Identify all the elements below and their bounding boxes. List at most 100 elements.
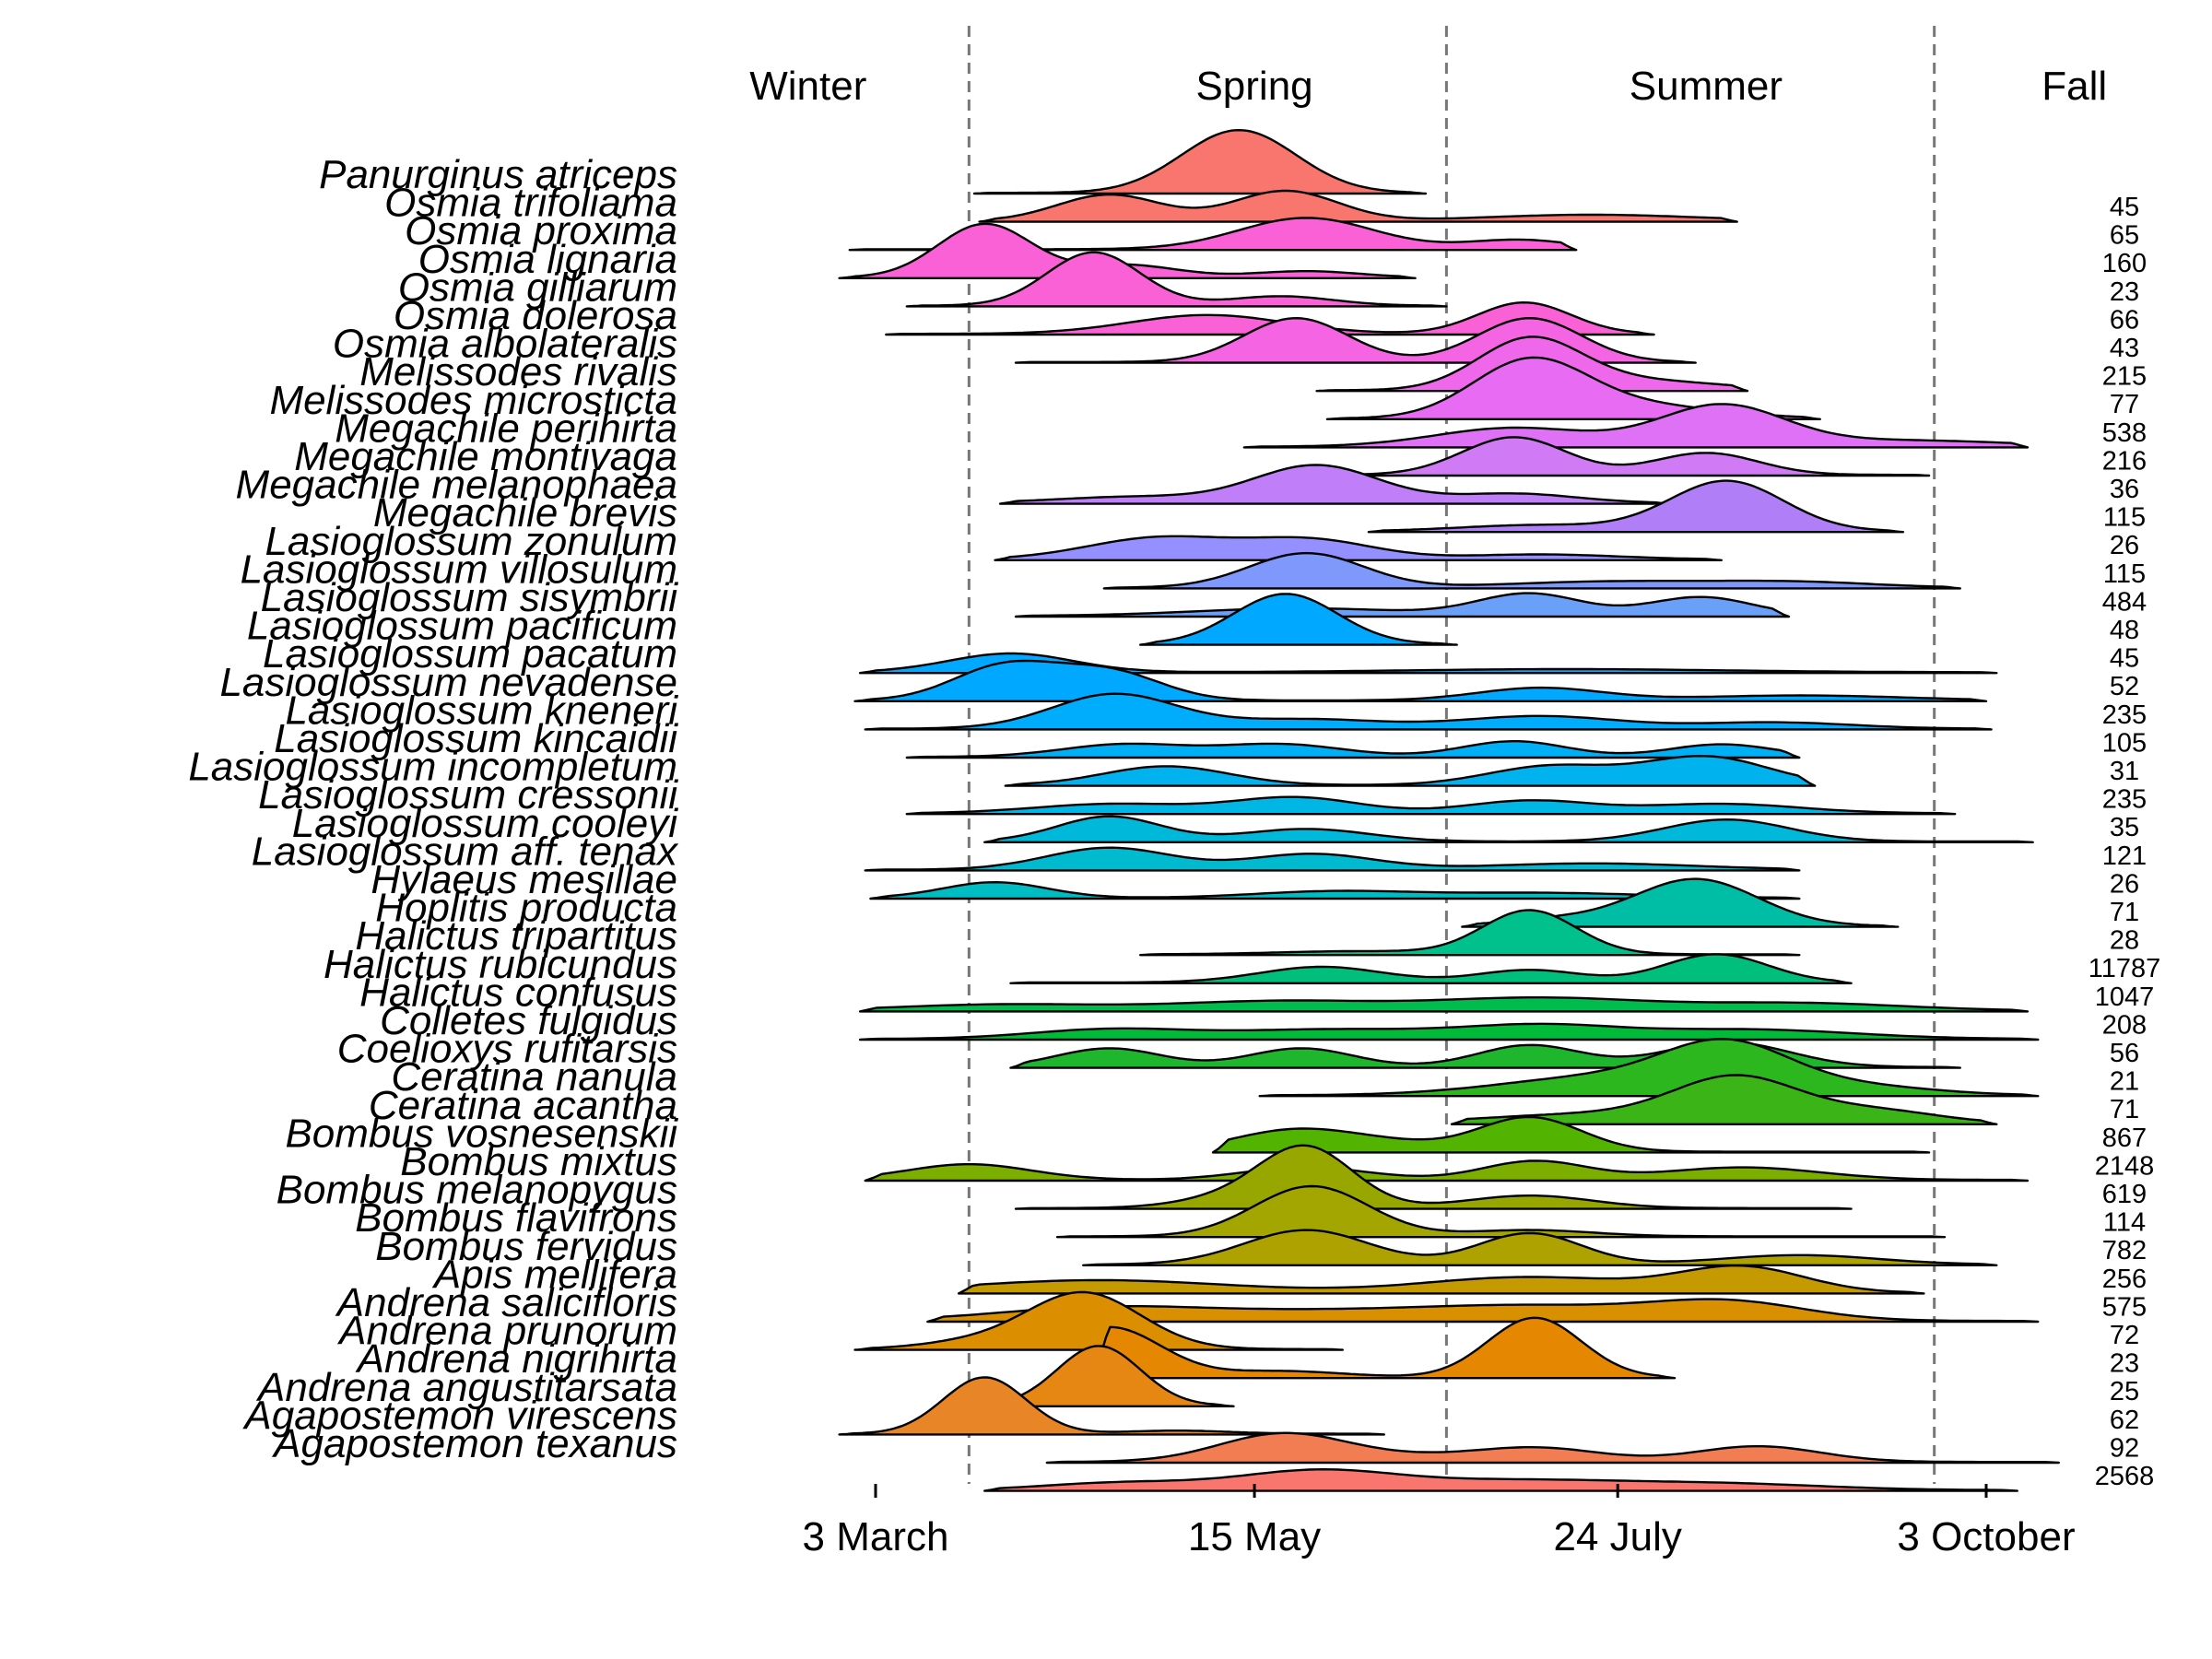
count-label: 43 — [2110, 334, 2139, 363]
season-label: Summer — [1630, 64, 1783, 109]
ridge-density — [994, 535, 1723, 561]
season-label: Spring — [1195, 64, 1312, 109]
species-label: Bombus vosnesenskii — [285, 1111, 678, 1156]
species-label: Ceratina acantha — [369, 1083, 677, 1128]
season-label: Winter — [749, 64, 866, 109]
x-tick-label: 3 October — [1897, 1514, 2075, 1559]
ridge-density — [1139, 909, 1801, 957]
count-label: 26 — [2110, 869, 2139, 899]
count-label: 31 — [2110, 757, 2139, 786]
ridge-density — [1092, 1316, 1677, 1380]
ridge-density — [1014, 592, 1791, 618]
species-label: Bombus flavifrons — [355, 1195, 677, 1241]
ridge-density — [1055, 1184, 1947, 1239]
count-label: 215 — [2102, 362, 2147, 392]
count-label: 23 — [2110, 277, 2139, 307]
species-label: Melissodes microsticta — [269, 378, 677, 423]
species-label: Halictus confusus — [359, 970, 677, 1015]
ridge-density — [905, 251, 1448, 308]
x-tick-label: 24 July — [1553, 1514, 1681, 1559]
species-label: Andrena nigrihirta — [355, 1336, 677, 1382]
ridge-density — [1009, 953, 1853, 984]
x-tick-label: 15 May — [1188, 1514, 1321, 1559]
count-label: 48 — [2110, 616, 2139, 645]
count-label: 105 — [2102, 728, 2147, 758]
count-label: 2568 — [2095, 1462, 2155, 1491]
count-label: 782 — [2102, 1236, 2147, 1265]
species-label: Lasioglossum nevadense — [219, 660, 677, 705]
count-label: 115 — [2103, 503, 2146, 533]
species-label: Andrena salicifloris — [335, 1280, 677, 1325]
count-label: 208 — [2102, 1010, 2147, 1040]
species-label: Andrena prunorum — [336, 1309, 677, 1354]
species-label: Osmia trifoliama — [384, 181, 677, 226]
species-label: Osmia albolateralis — [333, 322, 677, 367]
count-label: 23 — [2110, 1349, 2139, 1379]
ridge-density — [858, 1022, 2040, 1041]
ridge-density — [1211, 1115, 1931, 1154]
count-label: 56 — [2110, 1039, 2139, 1068]
species-label: Coelioxys rufitarsis — [337, 1027, 677, 1072]
x-tick-label: 3 March — [803, 1514, 949, 1559]
count-label: 575 — [2102, 1292, 2147, 1322]
count-label: 1047 — [2095, 982, 2155, 1012]
ridge-density — [905, 795, 1957, 816]
ridge-density — [978, 189, 1738, 223]
ridge-density — [972, 129, 1428, 195]
season-label: Fall — [2041, 64, 2107, 109]
count-label: 619 — [2102, 1180, 2147, 1209]
count-label: 26 — [2110, 531, 2139, 560]
count-label: 72 — [2110, 1321, 2139, 1350]
count-labels: 4565160236643215775382163611526115484484… — [2088, 193, 2161, 1491]
season-labels: Winter Spring Summer Fall — [749, 64, 2107, 109]
ridge-density — [864, 692, 1993, 731]
species-label: Osmia proxima — [405, 208, 677, 253]
count-label: 62 — [2110, 1406, 2139, 1435]
ridge-density — [853, 659, 1988, 702]
species-label: Ceratina nanula — [391, 1054, 677, 1100]
ridge-density — [1045, 1431, 2060, 1465]
species-label: Lasioglossum cressonii — [258, 772, 678, 818]
species-label: Lasioglossum sisymbrii — [261, 575, 679, 620]
count-label: 121 — [2102, 841, 2147, 871]
ridge-density — [1082, 1229, 1998, 1266]
ridge-density — [885, 301, 1655, 336]
species-label: Lasioglossum pacatum — [263, 631, 677, 677]
species-label: Megachile perihirta — [335, 406, 677, 451]
species-label: Lasioglossum zonulum — [265, 519, 677, 564]
species-label: Megachile montivaga — [294, 434, 677, 479]
ridge-density — [1139, 593, 1458, 646]
species-label: Colletes fulgidus — [380, 998, 677, 1043]
ridge-density — [1014, 1144, 1853, 1210]
count-label: 867 — [2102, 1124, 2147, 1153]
species-label: Osmia dolerosa — [394, 293, 677, 338]
count-label: 71 — [2110, 898, 2139, 927]
count-label: 52 — [2110, 672, 2139, 701]
count-label: 2148 — [2095, 1151, 2155, 1181]
count-label: 216 — [2102, 446, 2147, 476]
count-label: 66 — [2110, 305, 2139, 335]
ridge-density — [864, 1159, 2030, 1182]
species-label: Panurginus atriceps — [319, 152, 677, 197]
ridge-density — [983, 1468, 2018, 1492]
ridge-density — [1258, 1038, 2040, 1098]
ridge-density — [1102, 551, 1961, 590]
count-label: 11787 — [2088, 954, 2161, 983]
species-label: Melissodes rivalis — [359, 349, 677, 394]
count-label: 45 — [2110, 193, 2139, 222]
ridge-density — [1242, 403, 2030, 449]
ridge-density — [905, 740, 1801, 759]
count-label: 25 — [2110, 1377, 2139, 1406]
count-label: 92 — [2110, 1433, 2139, 1463]
ridge-density — [1367, 479, 1905, 534]
count-label: 28 — [2110, 926, 2139, 956]
species-label: Megachile melanophaea — [236, 463, 677, 508]
count-label: 71 — [2110, 1095, 2139, 1124]
species-label: Bombus mixtus — [400, 1139, 677, 1184]
species-label: Lasioglossum villosulum — [241, 547, 677, 592]
species-label: Lasioglossum kneneri — [285, 688, 678, 733]
count-label: 235 — [2102, 700, 2147, 730]
